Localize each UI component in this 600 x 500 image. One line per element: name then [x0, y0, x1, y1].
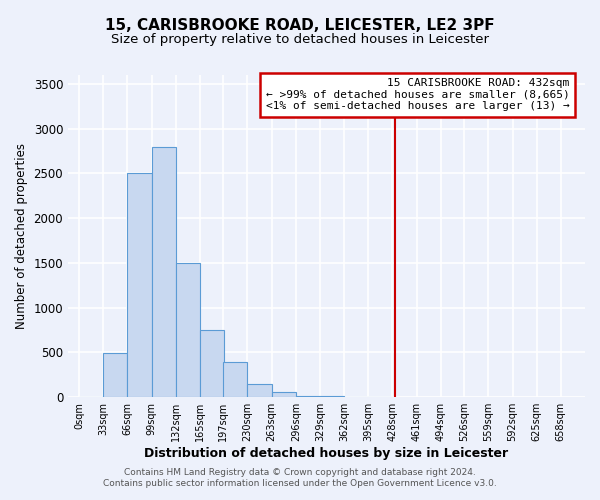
X-axis label: Distribution of detached houses by size in Leicester: Distribution of detached houses by size … — [145, 447, 509, 460]
Bar — [103, 354, 127, 397]
Bar — [247, 384, 272, 397]
Bar — [320, 396, 344, 397]
Bar — [176, 263, 200, 397]
Text: 15 CARISBROOKE ROAD: 432sqm
← >99% of detached houses are smaller (8,665)
<1% of: 15 CARISBROOKE ROAD: 432sqm ← >99% of de… — [266, 78, 569, 112]
Y-axis label: Number of detached properties: Number of detached properties — [15, 143, 28, 329]
Bar — [296, 396, 320, 397]
Bar — [127, 174, 152, 397]
Bar — [223, 362, 247, 397]
Text: Contains HM Land Registry data © Crown copyright and database right 2024.
Contai: Contains HM Land Registry data © Crown c… — [103, 468, 497, 487]
Bar — [200, 330, 224, 397]
Text: 15, CARISBROOKE ROAD, LEICESTER, LE2 3PF: 15, CARISBROOKE ROAD, LEICESTER, LE2 3PF — [105, 18, 495, 32]
Bar — [152, 146, 176, 397]
Bar — [272, 392, 296, 397]
Text: Size of property relative to detached houses in Leicester: Size of property relative to detached ho… — [111, 32, 489, 46]
